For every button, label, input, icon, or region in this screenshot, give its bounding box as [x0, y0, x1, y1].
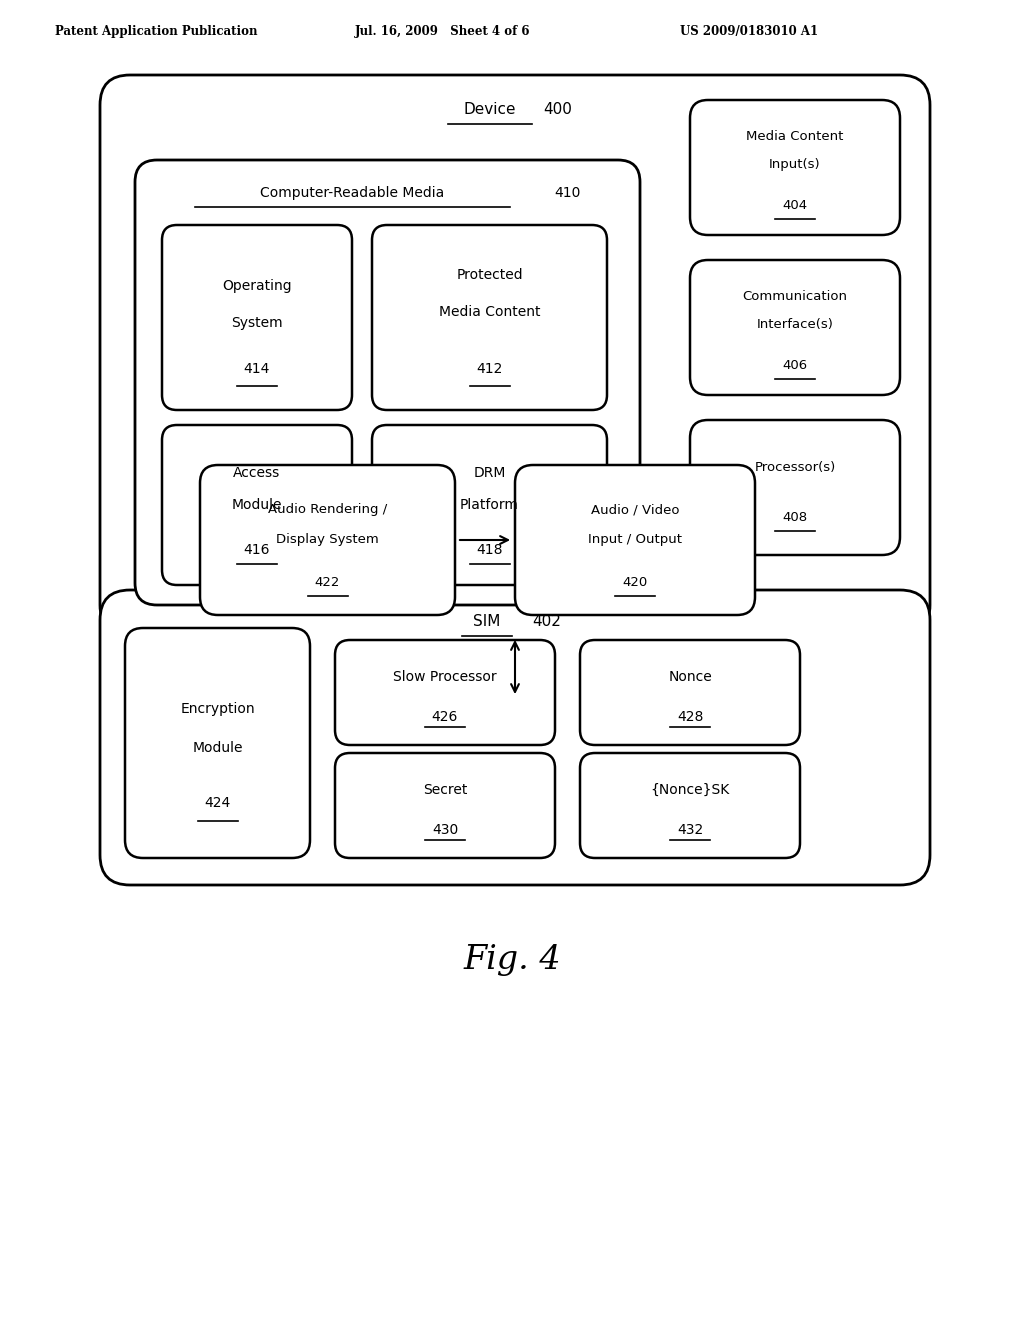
FancyBboxPatch shape — [162, 224, 352, 411]
Text: Media Content: Media Content — [746, 129, 844, 143]
Text: Processor(s): Processor(s) — [755, 461, 836, 474]
Text: 404: 404 — [782, 199, 808, 211]
Text: 428: 428 — [677, 710, 703, 723]
FancyBboxPatch shape — [580, 640, 800, 744]
Text: Module: Module — [231, 498, 283, 512]
Text: Display System: Display System — [276, 533, 379, 546]
Text: Operating: Operating — [222, 279, 292, 293]
Text: 426: 426 — [432, 710, 458, 723]
Text: SIM: SIM — [473, 615, 501, 630]
Text: Communication: Communication — [742, 290, 848, 304]
Text: DRM: DRM — [473, 466, 506, 480]
Text: 422: 422 — [314, 576, 340, 589]
Text: Interface(s): Interface(s) — [757, 318, 834, 331]
FancyBboxPatch shape — [100, 590, 930, 884]
Text: 402: 402 — [532, 615, 561, 630]
FancyBboxPatch shape — [690, 100, 900, 235]
FancyBboxPatch shape — [162, 425, 352, 585]
Text: 412: 412 — [476, 362, 503, 376]
FancyBboxPatch shape — [372, 224, 607, 411]
Text: System: System — [231, 315, 283, 330]
Text: Input(s): Input(s) — [769, 158, 821, 172]
Text: Slow Processor: Slow Processor — [393, 669, 497, 684]
Text: Nonce: Nonce — [668, 669, 712, 684]
Text: Protected: Protected — [456, 268, 523, 282]
Text: Encryption: Encryption — [180, 701, 255, 715]
Text: Input / Output: Input / Output — [588, 533, 682, 546]
Text: Audio Rendering /: Audio Rendering / — [268, 503, 387, 516]
Text: 410: 410 — [554, 186, 581, 201]
Text: Access: Access — [233, 466, 281, 480]
Text: Jul. 16, 2009   Sheet 4 of 6: Jul. 16, 2009 Sheet 4 of 6 — [355, 25, 530, 38]
Text: Module: Module — [193, 741, 243, 755]
Text: 400: 400 — [544, 103, 572, 117]
Text: 420: 420 — [623, 576, 647, 589]
Text: Patent Application Publication: Patent Application Publication — [55, 25, 257, 38]
FancyBboxPatch shape — [690, 420, 900, 554]
Text: Fig. 4: Fig. 4 — [463, 944, 561, 975]
FancyBboxPatch shape — [372, 425, 607, 585]
Text: Platform: Platform — [460, 498, 519, 512]
FancyBboxPatch shape — [690, 260, 900, 395]
Text: 424: 424 — [205, 796, 230, 809]
Text: Secret: Secret — [423, 783, 467, 797]
FancyBboxPatch shape — [200, 465, 455, 615]
FancyBboxPatch shape — [335, 752, 555, 858]
FancyBboxPatch shape — [515, 465, 755, 615]
FancyBboxPatch shape — [580, 752, 800, 858]
Text: 430: 430 — [432, 822, 458, 837]
Text: 418: 418 — [476, 543, 503, 557]
Text: 416: 416 — [244, 543, 270, 557]
Text: 406: 406 — [782, 359, 808, 372]
FancyBboxPatch shape — [135, 160, 640, 605]
Text: US 2009/0183010 A1: US 2009/0183010 A1 — [680, 25, 818, 38]
Text: Device: Device — [464, 103, 516, 117]
Text: {Nonce}SK: {Nonce}SK — [650, 783, 730, 797]
Text: 432: 432 — [677, 822, 703, 837]
FancyBboxPatch shape — [335, 640, 555, 744]
Text: Audio / Video: Audio / Video — [591, 503, 679, 516]
Text: 408: 408 — [782, 511, 808, 524]
Text: Media Content: Media Content — [438, 305, 541, 319]
Text: Computer-Readable Media: Computer-Readable Media — [260, 186, 444, 201]
FancyBboxPatch shape — [125, 628, 310, 858]
FancyBboxPatch shape — [100, 75, 930, 635]
Text: 414: 414 — [244, 362, 270, 376]
